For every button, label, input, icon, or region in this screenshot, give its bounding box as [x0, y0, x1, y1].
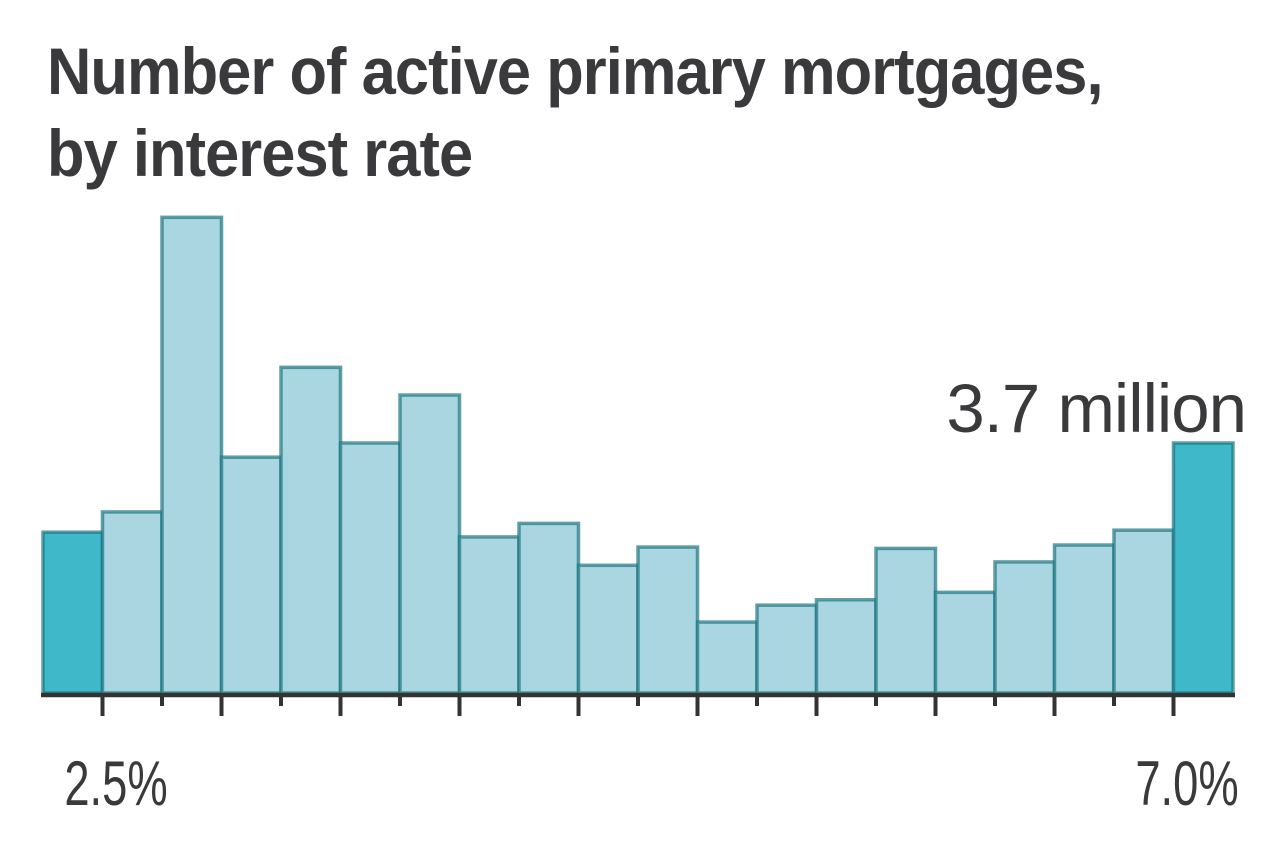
- histogram-bar: [219, 455, 283, 695]
- bars-group: [41, 215, 1235, 695]
- chart-title-line-1: Number of active primary mortgages,: [47, 34, 1104, 108]
- annotation-value: 3.7 million: [946, 370, 1246, 447]
- histogram-bar: [874, 546, 938, 695]
- chart-title-line-2: by interest rate: [47, 116, 473, 190]
- histogram-bar: [993, 560, 1057, 695]
- histogram-bar: [933, 590, 997, 695]
- chart-title: Number of active primary mortgages, by i…: [47, 30, 1104, 194]
- histogram-bar: [814, 598, 878, 695]
- histogram-bar: [517, 521, 581, 695]
- x-axis-label-left: 2.5%: [64, 748, 167, 819]
- histogram-bar: [755, 603, 819, 695]
- histogram-bar: [576, 563, 640, 695]
- histogram-bar: [398, 393, 462, 695]
- histogram-bar: [279, 365, 343, 695]
- x-axis-label-right: 7.0%: [1135, 748, 1238, 819]
- histogram-bar: [100, 510, 164, 695]
- histogram-bar: [1052, 543, 1116, 695]
- histogram-bar: [1112, 528, 1176, 695]
- histogram-bar-highlighted: [1171, 441, 1235, 695]
- histogram-bar: [338, 441, 402, 695]
- histogram-bar-highlighted: [41, 530, 105, 695]
- histogram-bar: [636, 545, 700, 695]
- histogram-bar: [160, 215, 224, 695]
- histogram-bar: [457, 535, 521, 695]
- histogram-bar: [695, 620, 759, 695]
- axis-group: [41, 692, 1235, 716]
